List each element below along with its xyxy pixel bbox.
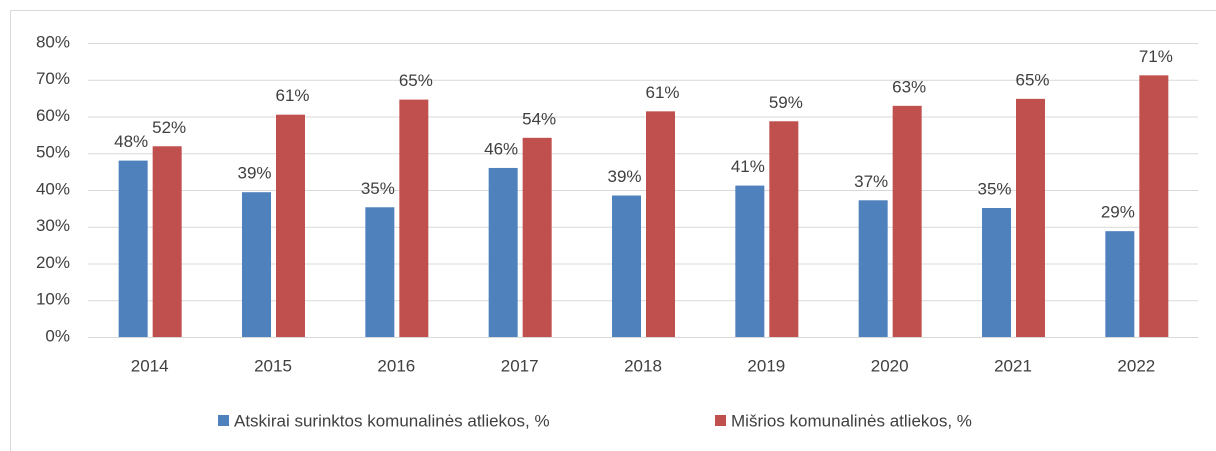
bar: [769, 121, 799, 337]
bar: [735, 185, 765, 337]
y-tick-label: 50%: [36, 143, 70, 162]
x-tick-label: 2014: [131, 356, 169, 375]
bar: [1016, 98, 1045, 337]
y-tick-label: 40%: [36, 179, 70, 198]
data-label: 63%: [892, 77, 926, 96]
y-tick-label: 80%: [36, 32, 70, 51]
bar: [892, 105, 922, 337]
bar: [1105, 231, 1135, 337]
y-tick-label: 0%: [45, 326, 70, 345]
data-label: 61%: [275, 86, 309, 105]
x-tick-label: 2018: [624, 356, 662, 375]
data-label: 41%: [731, 157, 765, 176]
data-label: 39%: [607, 167, 641, 186]
bar: [276, 114, 305, 337]
data-label: 71%: [1139, 47, 1173, 66]
x-tick-label: 2020: [871, 356, 909, 375]
y-tick-label: 10%: [36, 290, 70, 309]
bar: [522, 137, 552, 337]
legend-swatch: [218, 415, 229, 426]
legend-swatch: [715, 415, 726, 426]
y-tick-label: 70%: [36, 69, 70, 88]
x-tick-label: 2016: [377, 356, 415, 375]
y-tick-label: 60%: [36, 106, 70, 125]
data-label: 48%: [114, 132, 148, 151]
bar: [858, 200, 888, 337]
data-label: 52%: [152, 118, 186, 137]
y-tick-label: 30%: [36, 216, 70, 235]
legend-label: Mišrios komunalinės atliekos, %: [731, 411, 972, 430]
x-tick-label: 2022: [1117, 356, 1155, 375]
bar: [242, 192, 271, 337]
bar: [399, 99, 429, 337]
x-tick-label: 2017: [501, 356, 539, 375]
data-label: 54%: [522, 109, 556, 128]
bar: [1139, 75, 1169, 337]
y-tick-label: 20%: [36, 253, 70, 272]
data-label: 37%: [854, 172, 888, 191]
x-tick-label: 2021: [994, 356, 1032, 375]
x-tick-label: 2015: [254, 356, 292, 375]
x-tick-label: 2019: [747, 356, 785, 375]
data-label: 59%: [769, 93, 803, 112]
bar: [365, 207, 395, 337]
data-label: 39%: [237, 164, 271, 183]
legend-label: Atskirai surinktos komunalinės atliekos,…: [234, 411, 550, 430]
data-label: 29%: [1101, 203, 1135, 222]
bar: [152, 146, 182, 337]
data-label: 61%: [645, 83, 679, 102]
data-label: 46%: [484, 139, 518, 158]
data-label: 65%: [1015, 70, 1049, 89]
bar: [982, 208, 1011, 337]
data-label: 35%: [977, 179, 1011, 198]
bar: [118, 160, 148, 337]
data-label: 65%: [399, 71, 433, 90]
data-label: 35%: [361, 179, 395, 198]
bar: [488, 167, 518, 337]
bar: [646, 111, 675, 337]
bar: [612, 195, 641, 337]
